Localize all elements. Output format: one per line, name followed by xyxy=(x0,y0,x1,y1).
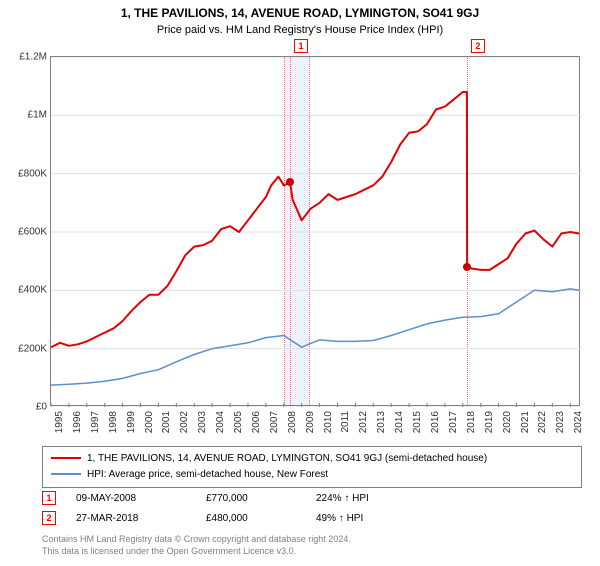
x-tick-label: 2024 xyxy=(573,411,584,433)
x-tick-label: 1999 xyxy=(126,411,137,433)
y-tick-label: £1M xyxy=(28,110,47,121)
footer-line1: Contains HM Land Registry data © Crown c… xyxy=(42,534,351,546)
x-tick-label: 2005 xyxy=(233,411,244,433)
x-tick-label: 2016 xyxy=(430,411,441,433)
sale-date: 09-MAY-2008 xyxy=(76,493,206,504)
x-tick-label: 2007 xyxy=(269,411,280,433)
sale-diff: 224% ↑ HPI xyxy=(316,493,416,504)
x-tick-label: 2023 xyxy=(555,411,566,433)
sale-price: £480,000 xyxy=(206,513,316,524)
x-tick-label: 2000 xyxy=(144,411,155,433)
y-tick-label: £0 xyxy=(36,402,47,413)
sale-price: £770,000 xyxy=(206,493,316,504)
x-tick-label: 2021 xyxy=(520,411,531,433)
x-tick-label: 2014 xyxy=(394,411,405,433)
x-tick-label: 2010 xyxy=(323,411,334,433)
legend-swatch xyxy=(51,457,81,459)
sale-dot xyxy=(463,263,471,271)
x-tick-label: 2019 xyxy=(484,411,495,433)
y-tick-label: £400K xyxy=(18,285,47,296)
footer-attribution: Contains HM Land Registry data © Crown c… xyxy=(42,534,351,557)
legend-swatch xyxy=(51,473,81,475)
chart-title: 1, THE PAVILIONS, 14, AVENUE ROAD, LYMIN… xyxy=(0,6,600,20)
series-property xyxy=(51,92,579,347)
x-tick-label: 1996 xyxy=(72,411,83,433)
x-tick-label: 2017 xyxy=(448,411,459,433)
y-tick-label: £600K xyxy=(18,227,47,238)
sale-marker-box: 2 xyxy=(471,39,485,53)
sale-row-marker: 2 xyxy=(42,511,56,525)
sale-date: 27-MAR-2018 xyxy=(76,513,206,524)
x-tick-label: 2006 xyxy=(251,411,262,433)
x-tick-label: 2008 xyxy=(287,411,298,433)
x-tick-label: 2015 xyxy=(412,411,423,433)
x-tick-label: 2009 xyxy=(305,411,316,433)
chart-subtitle: Price paid vs. HM Land Registry's House … xyxy=(0,24,600,36)
legend-item: HPI: Average price, semi-detached house,… xyxy=(51,467,573,483)
x-tick-label: 2022 xyxy=(537,411,548,433)
x-tick-label: 1998 xyxy=(108,411,119,433)
chart-plot-area: 12 £0£200K£400K£600K£800K£1M£1.2M 199519… xyxy=(50,56,580,406)
sale-marker-box: 1 xyxy=(294,39,308,53)
x-tick-label: 2011 xyxy=(340,411,351,433)
x-tick-label: 1995 xyxy=(54,411,65,433)
x-tick-label: 2018 xyxy=(466,411,477,433)
sale-row-marker: 1 xyxy=(42,491,56,505)
y-tick-label: £200K xyxy=(18,343,47,354)
y-tick-label: £800K xyxy=(18,168,47,179)
legend: 1, THE PAVILIONS, 14, AVENUE ROAD, LYMIN… xyxy=(42,446,582,488)
x-tick-label: 2020 xyxy=(502,411,513,433)
chart-svg xyxy=(51,57,581,407)
sales-row: 2 27-MAR-2018£480,00049% ↑ HPI xyxy=(42,508,582,528)
x-tick-label: 1997 xyxy=(90,411,101,433)
legend-text: 1, THE PAVILIONS, 14, AVENUE ROAD, LYMIN… xyxy=(87,453,487,464)
x-tick-label: 2004 xyxy=(215,411,226,433)
x-tick-label: 2003 xyxy=(197,411,208,433)
x-tick-label: 2001 xyxy=(161,411,172,433)
x-tick-label: 2012 xyxy=(358,411,369,433)
series-hpi xyxy=(51,289,579,385)
sales-row: 1 09-MAY-2008£770,000224% ↑ HPI xyxy=(42,488,582,508)
legend-text: HPI: Average price, semi-detached house,… xyxy=(87,469,328,480)
x-tick-label: 2002 xyxy=(179,411,190,433)
footer-line2: This data is licensed under the Open Gov… xyxy=(42,546,351,558)
y-tick-label: £1.2M xyxy=(19,52,47,63)
x-tick-label: 2013 xyxy=(376,411,387,433)
sale-dot xyxy=(286,178,294,186)
legend-item: 1, THE PAVILIONS, 14, AVENUE ROAD, LYMIN… xyxy=(51,451,573,467)
sale-diff: 49% ↑ HPI xyxy=(316,513,416,524)
sales-table: 1 09-MAY-2008£770,000224% ↑ HPI 2 27-MAR-20… xyxy=(42,488,582,528)
